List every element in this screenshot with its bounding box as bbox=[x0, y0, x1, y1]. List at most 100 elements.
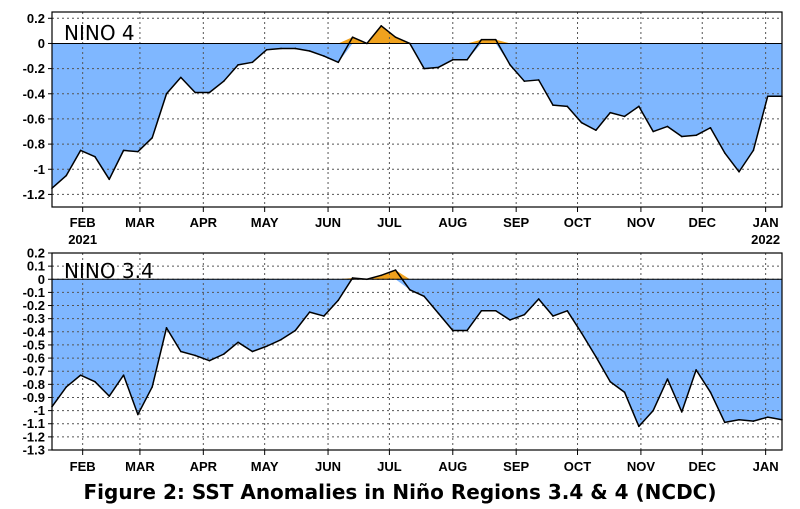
data-point bbox=[595, 355, 597, 358]
data-point bbox=[494, 38, 497, 41]
data-point bbox=[337, 61, 340, 64]
data-point bbox=[394, 269, 397, 271]
data-point bbox=[222, 353, 225, 355]
data-point bbox=[79, 149, 82, 152]
data-point bbox=[766, 95, 769, 98]
data-point bbox=[151, 137, 153, 139]
y-tick-label: -0.4 bbox=[23, 86, 46, 101]
data-point bbox=[323, 55, 325, 57]
y-tick-label: -1 bbox=[33, 162, 45, 177]
data-point bbox=[652, 130, 654, 133]
data-point bbox=[681, 411, 683, 413]
data-point bbox=[65, 386, 68, 388]
data-point bbox=[652, 409, 654, 412]
figure: 0.2 0 -0.2 -0.4 -0.6 -0.8 -1 -1.2 FEB 2021 MAR APR M… bbox=[23, 11, 783, 474]
data-point bbox=[122, 149, 125, 152]
data-point bbox=[423, 295, 425, 298]
data-point bbox=[537, 79, 540, 81]
data-point bbox=[180, 350, 182, 353]
data-point bbox=[466, 59, 468, 61]
data-point bbox=[709, 126, 712, 129]
plot-frame bbox=[51, 11, 783, 208]
data-point bbox=[137, 150, 139, 153]
y-tick-label: -0.3 bbox=[23, 311, 45, 326]
data-point bbox=[752, 420, 755, 422]
panel-title: NINO 4 bbox=[64, 21, 135, 45]
data-point bbox=[251, 61, 254, 64]
x-tick-label: OCT bbox=[564, 215, 592, 230]
y-tick-label: -1.2 bbox=[23, 429, 45, 444]
panel-title: NINO 3.4 bbox=[64, 259, 154, 283]
x-tick-label: JAN bbox=[753, 215, 779, 230]
data-point bbox=[695, 134, 697, 137]
data-point bbox=[237, 341, 239, 344]
data-point bbox=[265, 345, 268, 348]
x-tick-label: DEC bbox=[689, 459, 717, 474]
data-point bbox=[537, 298, 540, 300]
data-point bbox=[480, 309, 483, 312]
y-tick-label: -0.8 bbox=[23, 137, 45, 152]
data-point bbox=[366, 278, 368, 281]
data-point bbox=[237, 64, 239, 66]
data-point bbox=[409, 288, 411, 291]
x-tick-label: FEB bbox=[70, 215, 96, 230]
y-tick-label: -1 bbox=[33, 403, 45, 418]
data-point bbox=[681, 135, 683, 138]
data-point bbox=[638, 105, 640, 108]
data-point bbox=[151, 386, 153, 388]
data-point bbox=[194, 354, 196, 357]
data-point bbox=[451, 59, 454, 61]
data-point bbox=[723, 152, 726, 154]
data-point bbox=[623, 391, 626, 394]
x-tick-label: DEC bbox=[689, 215, 717, 230]
y-tick-label: -0.8 bbox=[23, 377, 45, 392]
y-tick-label: 0.2 bbox=[27, 246, 45, 261]
y-tick-label: -0.1 bbox=[23, 285, 45, 300]
x-tick-label: SEP bbox=[503, 459, 529, 474]
data-point bbox=[738, 170, 740, 173]
data-point bbox=[122, 374, 125, 376]
data-point bbox=[509, 64, 511, 66]
y-tick-label: -0.2 bbox=[23, 298, 45, 313]
x-tick-label: APR bbox=[190, 459, 218, 474]
plot-frame bbox=[51, 252, 783, 451]
positive-anomaly-area bbox=[52, 270, 782, 280]
x-tick-label: MAY bbox=[251, 215, 279, 230]
x-tick-label: OCT bbox=[564, 459, 592, 474]
data-point bbox=[666, 125, 669, 128]
y-tick-label: 0.1 bbox=[27, 259, 45, 274]
data-point bbox=[208, 91, 211, 94]
data-point bbox=[566, 105, 569, 108]
data-point bbox=[523, 313, 526, 316]
data-point bbox=[623, 115, 626, 118]
y-tick-label: -0.5 bbox=[23, 337, 45, 352]
data-point bbox=[108, 178, 111, 181]
y-tick-label: -0.9 bbox=[23, 390, 45, 405]
x-tick-label: JUN bbox=[315, 459, 341, 474]
y-tick-label: -0.2 bbox=[23, 61, 45, 76]
data-point bbox=[94, 155, 96, 158]
data-point bbox=[65, 174, 68, 177]
anomaly-series-line bbox=[51, 25, 782, 189]
negative-anomaly-area bbox=[52, 279, 782, 427]
data-point bbox=[108, 395, 111, 397]
y-tick-label: -0.4 bbox=[23, 324, 46, 339]
data-point bbox=[165, 327, 168, 329]
data-point bbox=[265, 48, 268, 51]
data-point bbox=[609, 380, 612, 383]
y-tick-label: 0.2 bbox=[27, 11, 45, 26]
x-tick-label: MAR bbox=[125, 459, 155, 474]
x-tick-label: MAR bbox=[125, 215, 155, 230]
data-point bbox=[222, 80, 225, 82]
y-tick-label: -0.6 bbox=[23, 351, 45, 366]
nino34-panel: 0.20.10-0.1-0.2-0.3-0.4-0.5-0.6-0.7-0.8-… bbox=[23, 246, 783, 474]
positive-anomaly-area bbox=[52, 25, 782, 44]
data-point bbox=[494, 309, 497, 312]
data-point bbox=[723, 421, 726, 424]
x-tick-label: JUL bbox=[377, 215, 402, 230]
data-point bbox=[666, 378, 669, 380]
x-tick-label: AUG bbox=[438, 459, 467, 474]
data-point bbox=[280, 338, 282, 341]
data-point bbox=[738, 418, 740, 421]
data-point bbox=[595, 129, 597, 132]
